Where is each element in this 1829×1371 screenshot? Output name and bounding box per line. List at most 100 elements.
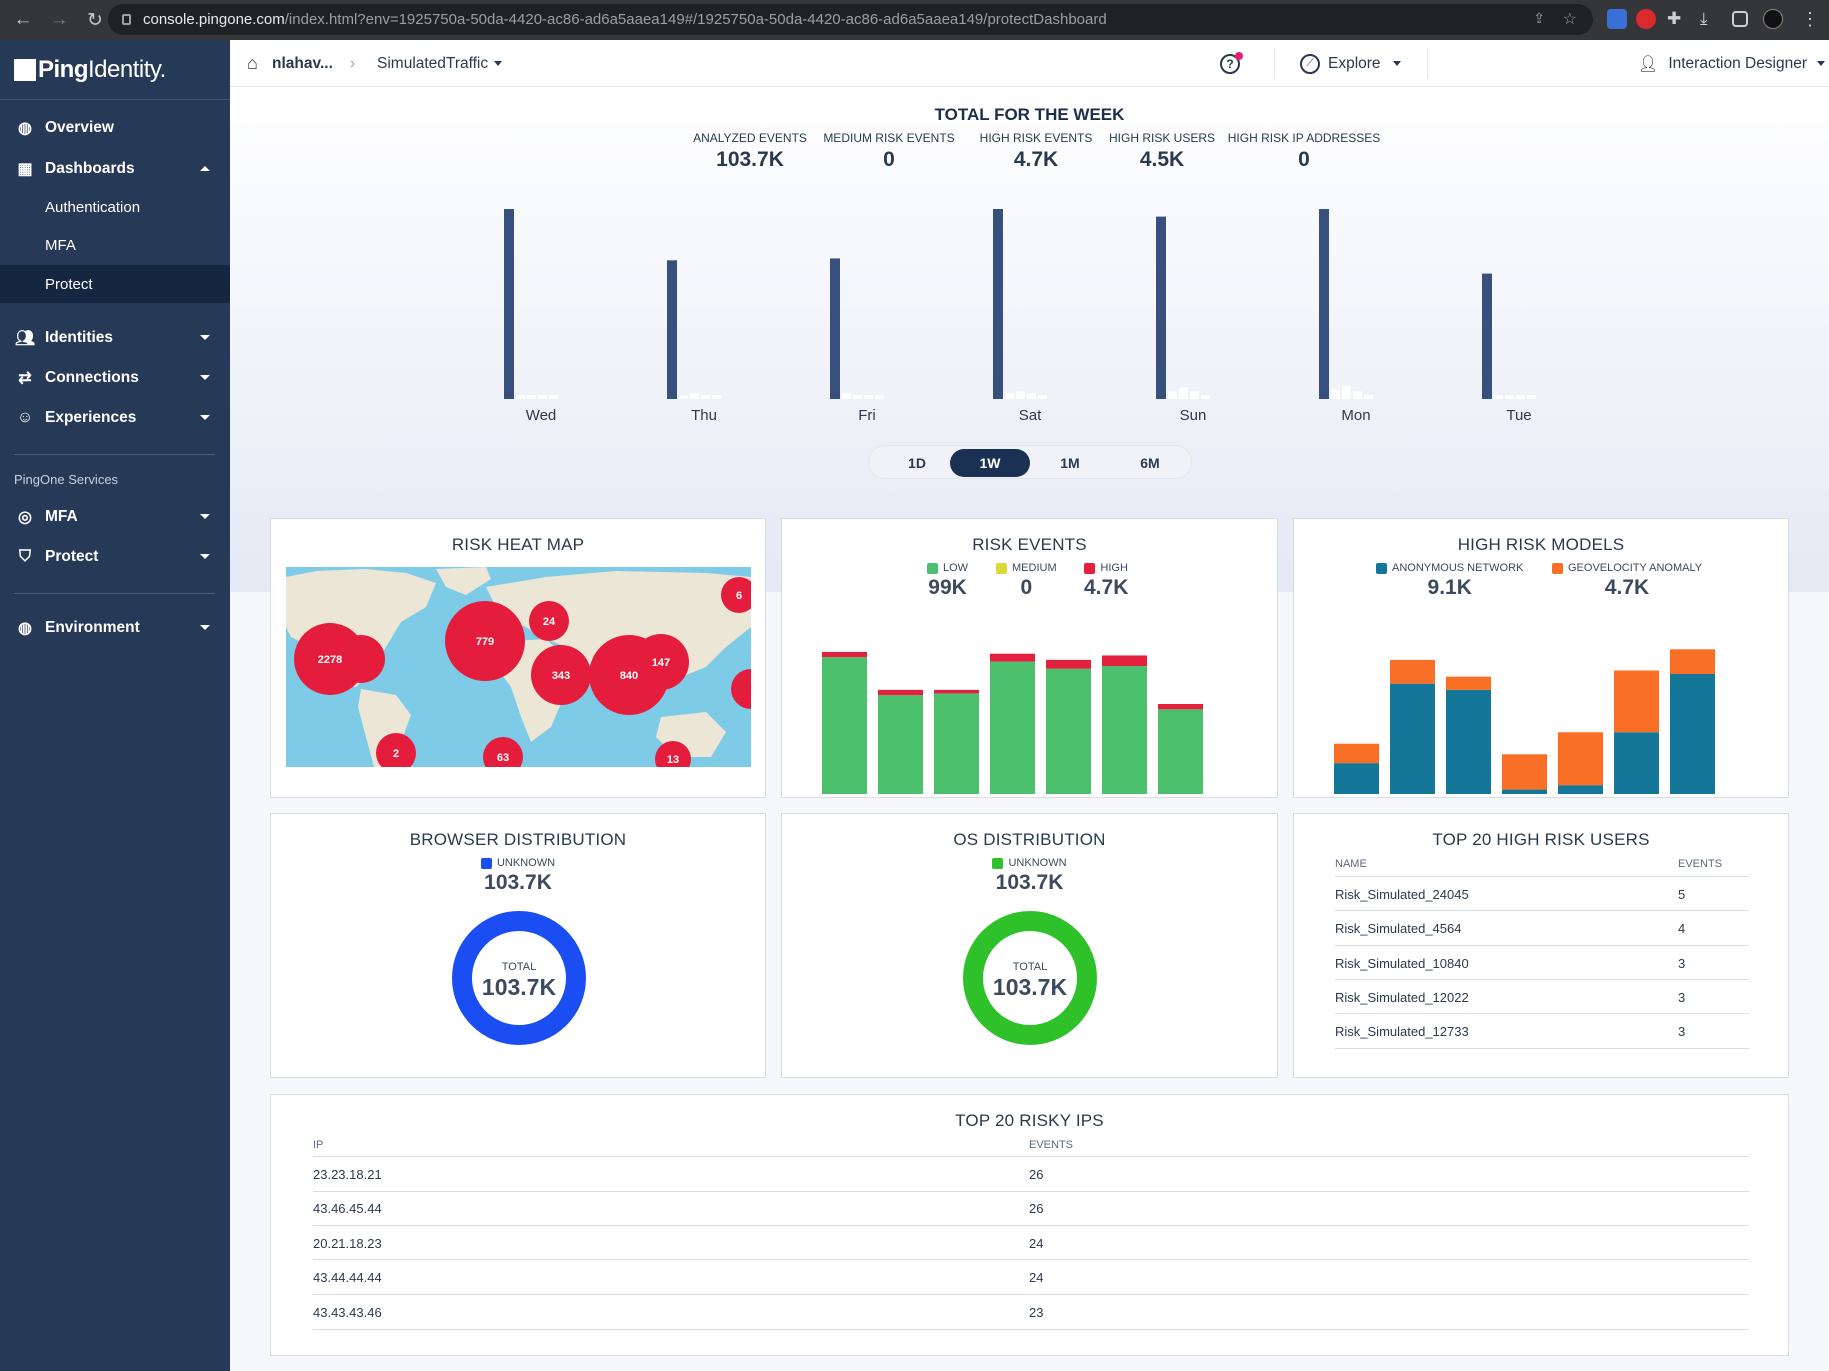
stacked-bar-segment[interactable] — [990, 661, 1035, 794]
download-icon[interactable]: ⤓ — [1700, 9, 1708, 28]
stacked-bar-segment[interactable] — [1158, 704, 1203, 710]
week-bar[interactable] — [1319, 209, 1329, 399]
week-minor-bar[interactable] — [1331, 389, 1340, 400]
stacked-bar-segment[interactable] — [1558, 785, 1603, 794]
stacked-bar-segment[interactable] — [1102, 666, 1147, 794]
stacked-bar-segment[interactable] — [1558, 732, 1603, 786]
sidebar-item-overview[interactable]: ◍ Overview — [0, 109, 230, 147]
week-bar[interactable] — [504, 209, 514, 399]
stacked-bar-segment[interactable] — [1614, 670, 1659, 733]
sidebar-item-dashboards[interactable]: ▦ Dashboards — [0, 150, 230, 188]
profile-icon[interactable] — [1763, 9, 1783, 29]
bookmark-star-icon[interactable]: ☆ — [1562, 11, 1577, 28]
week-bar[interactable] — [1156, 216, 1166, 399]
stacked-bar-segment[interactable] — [1102, 655, 1147, 667]
address-bar[interactable]: console.pingone.com/index.html?env=19257… — [108, 4, 1593, 35]
range-1d-button[interactable]: 1D — [908, 455, 926, 471]
sidebar-item-connections[interactable]: ⇄ Connections — [0, 359, 230, 397]
stacked-bar-segment[interactable] — [1670, 674, 1715, 794]
map-bubble[interactable] — [376, 733, 416, 767]
week-minor-bar[interactable] — [1527, 395, 1536, 399]
week-minor-bar[interactable] — [516, 395, 525, 399]
user-menu[interactable]: 👤︎ Interaction Designer — [1638, 40, 1826, 87]
map-bubble[interactable] — [731, 669, 751, 709]
range-6m-button[interactable]: 6M — [1140, 455, 1160, 471]
map-bubble[interactable] — [721, 577, 751, 613]
user-name-cell[interactable]: Risk_Simulated_24045 — [1335, 887, 1469, 902]
week-minor-bar[interactable] — [527, 395, 536, 399]
stacked-bar-segment[interactable] — [934, 693, 979, 794]
map-bubble[interactable] — [633, 634, 689, 690]
week-minor-bar[interactable] — [1168, 391, 1177, 399]
map-bubble[interactable] — [655, 741, 691, 767]
user-name-cell[interactable]: Risk_Simulated_4564 — [1335, 921, 1462, 936]
stacked-bar-segment[interactable] — [1446, 676, 1491, 690]
stacked-bar-segment[interactable] — [822, 657, 867, 794]
week-minor-bar[interactable] — [701, 395, 710, 399]
ip-cell[interactable]: 23.23.18.21 — [313, 1167, 382, 1182]
week-minor-bar[interactable] — [1179, 387, 1188, 399]
stacked-bar-segment[interactable] — [1614, 732, 1659, 794]
week-minor-bar[interactable] — [1190, 391, 1199, 399]
reload-icon[interactable]: ↻ — [87, 9, 103, 31]
stacked-bar-segment[interactable] — [1390, 659, 1435, 684]
column-header-events[interactable]: EVENTS — [1678, 858, 1723, 870]
stacked-bar-segment[interactable] — [878, 689, 923, 696]
help-icon[interactable]: ? — [1220, 40, 1243, 87]
column-header-ip[interactable]: IP — [313, 1139, 324, 1151]
week-minor-bar[interactable] — [864, 395, 873, 399]
sidebar-item-svc-mfa[interactable]: ◎ MFA — [0, 498, 230, 536]
stacked-bar-segment[interactable] — [1334, 743, 1379, 764]
stacked-bar-segment[interactable] — [1158, 709, 1203, 794]
map-bubble[interactable] — [531, 645, 591, 705]
stacked-bar-segment[interactable] — [822, 651, 867, 658]
week-minor-bar[interactable] — [1494, 395, 1503, 399]
stacked-bar-segment[interactable] — [1046, 659, 1091, 669]
sidebar-item-experiences[interactable]: ☺ Experiences — [0, 399, 230, 437]
week-minor-bar[interactable] — [549, 395, 558, 399]
stacked-bar-segment[interactable] — [1046, 668, 1091, 794]
week-minor-bar[interactable] — [1027, 393, 1036, 399]
stacked-bar-segment[interactable] — [878, 695, 923, 794]
column-header-name[interactable]: NAME — [1335, 858, 1367, 870]
week-minor-bar[interactable] — [538, 395, 547, 399]
back-icon[interactable]: ← — [13, 9, 33, 30]
sidebar-item-environment[interactable]: ◍ Environment — [0, 609, 230, 647]
week-minor-bar[interactable] — [679, 395, 688, 399]
sidebar-subitem-mfa[interactable]: MFA — [0, 226, 230, 264]
week-minor-bar[interactable] — [712, 395, 721, 399]
stacked-bar-segment[interactable] — [1334, 763, 1379, 794]
week-bar[interactable] — [830, 258, 840, 399]
week-minor-bar[interactable] — [842, 393, 851, 399]
week-minor-bar[interactable] — [1353, 391, 1362, 399]
week-minor-bar[interactable] — [875, 395, 884, 399]
map-bubble[interactable] — [445, 601, 525, 681]
ip-cell[interactable]: 43.46.45.44 — [313, 1201, 382, 1216]
week-minor-bar[interactable] — [1505, 395, 1514, 399]
week-minor-bar[interactable] — [1016, 391, 1025, 399]
puzzle-icon[interactable]: ✚ — [1667, 9, 1682, 28]
home-icon[interactable]: ⌂ — [247, 53, 258, 73]
ip-cell[interactable]: 20.21.18.23 — [313, 1236, 382, 1251]
week-minor-bar[interactable] — [1342, 385, 1351, 399]
week-minor-bar[interactable] — [853, 395, 862, 399]
week-bar[interactable] — [993, 209, 1003, 399]
sidebar-item-identities[interactable]: 👥︎ Identities — [0, 319, 230, 357]
column-header-events[interactable]: EVENTS — [1029, 1139, 1074, 1151]
user-name-cell[interactable]: Risk_Simulated_12022 — [1335, 990, 1469, 1005]
week-bar[interactable] — [667, 260, 677, 399]
world-map[interactable]: 2278 779 24 6 343 840 147 2 63 13 — [286, 567, 751, 767]
ip-cell[interactable]: 43.43.43.46 — [313, 1305, 382, 1320]
extension-ping-icon[interactable] — [1607, 9, 1627, 29]
week-bar[interactable] — [1482, 273, 1492, 399]
stacked-bar-segment[interactable] — [1670, 649, 1715, 674]
map-bubble[interactable] — [483, 737, 523, 767]
explore-menu[interactable]: ⟋ Explore — [1300, 40, 1401, 87]
menu-dots-icon[interactable]: ⋮ — [1801, 9, 1819, 29]
map-bubble[interactable] — [337, 635, 385, 683]
week-minor-bar[interactable] — [1005, 393, 1014, 399]
week-minor-bar[interactable] — [690, 393, 699, 399]
sidepanel-icon[interactable] — [1732, 11, 1748, 27]
week-minor-bar[interactable] — [1516, 395, 1525, 399]
range-1w-button[interactable]: 1W — [950, 449, 1030, 477]
